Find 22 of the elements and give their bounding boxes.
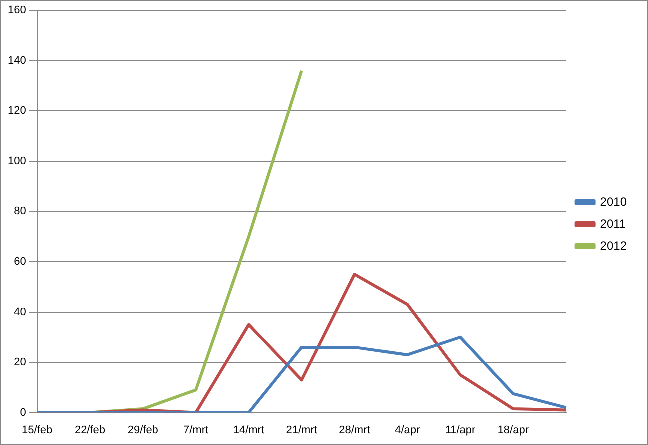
x-tick-label: 18/apr — [498, 424, 530, 436]
x-tick-label: 4/apr — [395, 424, 420, 436]
y-tick-label: 0 — [20, 406, 26, 419]
x-tick-label: 14/mrt — [233, 424, 265, 436]
y-tick-label: 20 — [14, 356, 26, 369]
x-tick-label: 29/feb — [128, 424, 158, 436]
x-tick-label: 7/mrt — [184, 424, 209, 436]
x-tick-label: 11/apr — [445, 424, 476, 436]
x-tick-label: 21/mrt — [286, 424, 318, 436]
y-tick-label: 100 — [8, 155, 26, 168]
y-tick-label: 60 — [14, 256, 26, 268]
y-tick-label: 120 — [8, 105, 26, 118]
y-tick-label: 40 — [14, 306, 26, 318]
x-tick-label: 15/feb — [22, 424, 53, 436]
x-tick-label: 22/feb — [74, 424, 106, 436]
legend-label: 2012 — [600, 238, 628, 253]
legend-label: 2011 — [600, 216, 626, 231]
x-tick-label: 28/mrt — [339, 424, 370, 436]
y-tick-label: 80 — [14, 206, 26, 218]
y-tick-label: 140 — [8, 54, 26, 67]
y-tick-label: 160 — [8, 4, 26, 17]
legend-label: 2010 — [600, 194, 628, 209]
